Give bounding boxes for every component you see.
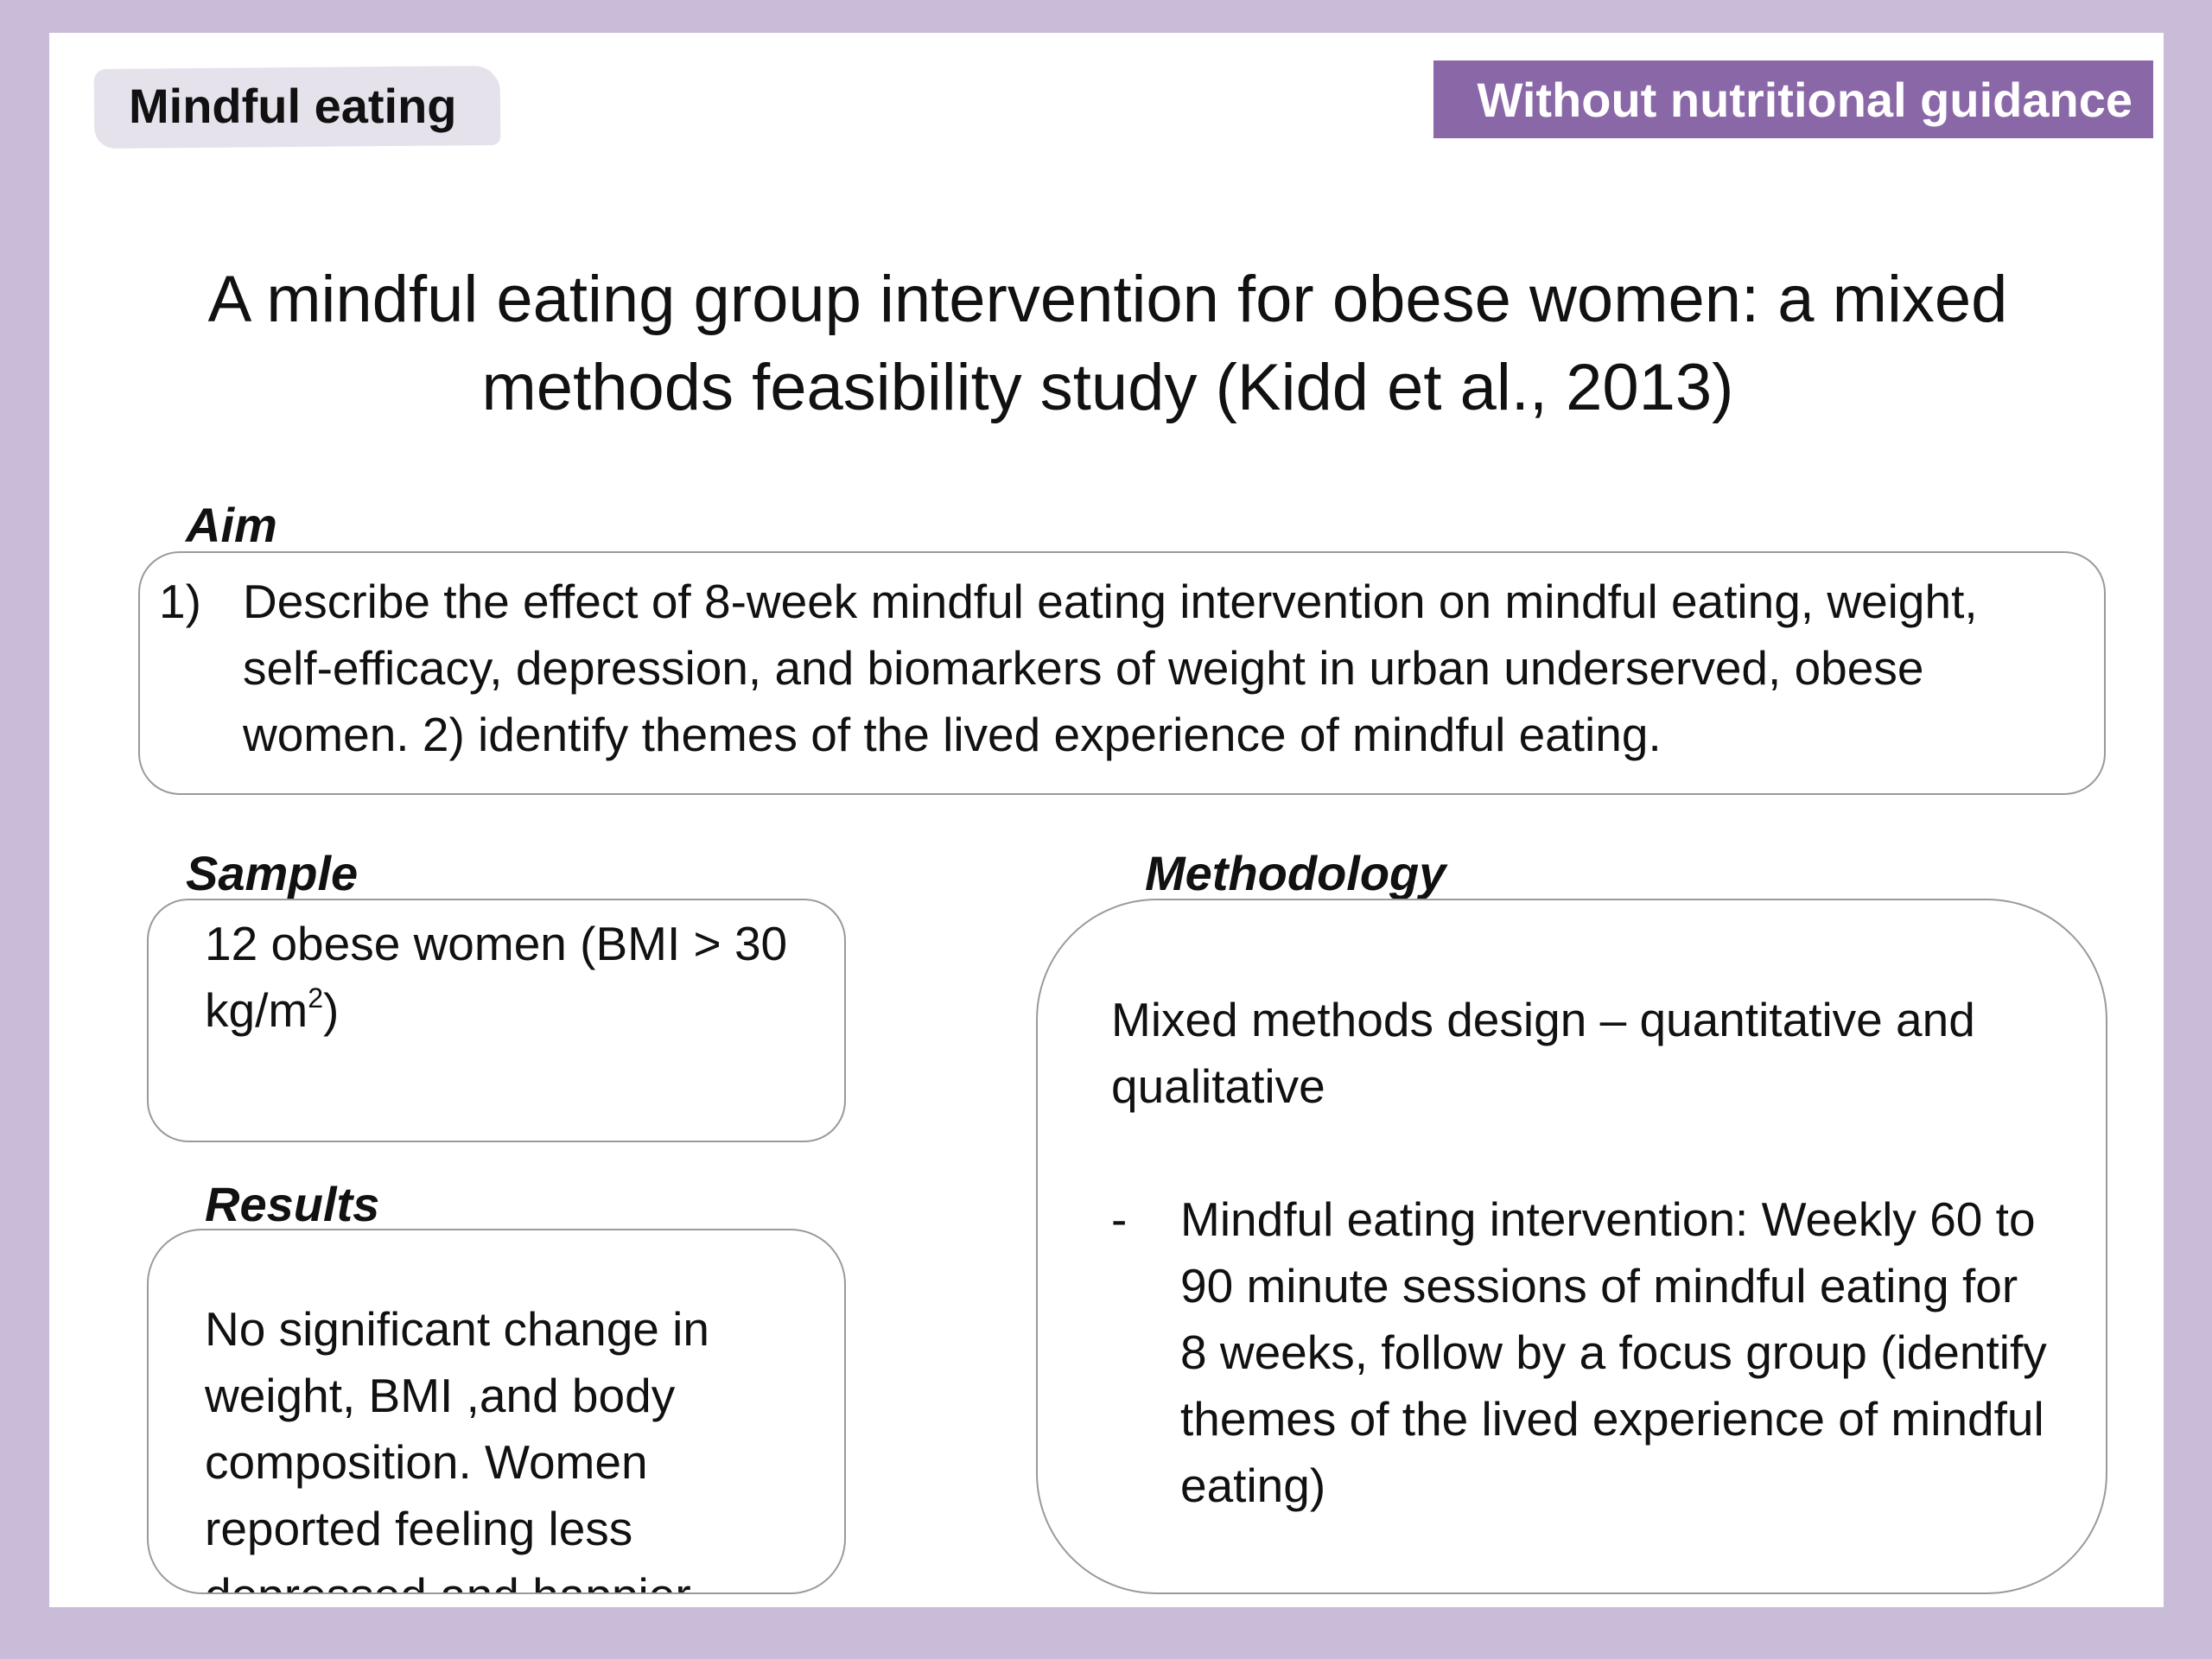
- sample-superscript: 2: [308, 982, 323, 1014]
- methodology-intervention-text: Mindful eating intervention: Weekly 60 t…: [1180, 1192, 2047, 1512]
- results-heading: Results: [205, 1177, 380, 1231]
- methodology-design-text: Mixed methods design – quantitative and …: [1111, 993, 1975, 1113]
- aim-text: Describe the effect of 8-week mindful ea…: [243, 575, 1978, 761]
- aim-number: 1): [159, 575, 201, 628]
- results-text: No significant change in weight, BMI ,an…: [205, 1302, 709, 1592]
- methodology-box: Mixed methods design – quantitative and …: [1036, 899, 2107, 1594]
- sample-text: 12 obese women (BMI > 30 kg/m: [205, 917, 788, 1037]
- slide-title: A mindful eating group intervention for …: [207, 263, 2008, 424]
- slide: Mindful eating Without nutritional guida…: [49, 33, 2164, 1607]
- aim-box: 1) Describe the effect of 8-week mindful…: [138, 551, 2106, 795]
- sample-box: 12 obese women (BMI > 30 kg/m2): [147, 899, 846, 1142]
- methodology-heading: Methodology: [1145, 846, 1446, 900]
- mindful-eating-tag-label: Mindful eating: [128, 79, 457, 134]
- bullet-dash: -: [1111, 1192, 1128, 1246]
- methodology-list-item: - Mindful eating intervention: Weekly 60…: [1111, 1186, 2054, 1519]
- sample-text-end: ): [322, 983, 340, 1037]
- aim-item: 1) Describe the effect of 8-week mindful…: [159, 569, 2069, 768]
- sample-heading: Sample: [186, 846, 359, 900]
- without-nutritional-guidance-tag: Without nutritional guidance: [1433, 60, 2153, 138]
- results-box: No significant change in weight, BMI ,an…: [147, 1229, 846, 1594]
- aim-heading: Aim: [186, 498, 277, 552]
- mindful-eating-tag: Mindful eating: [93, 65, 501, 149]
